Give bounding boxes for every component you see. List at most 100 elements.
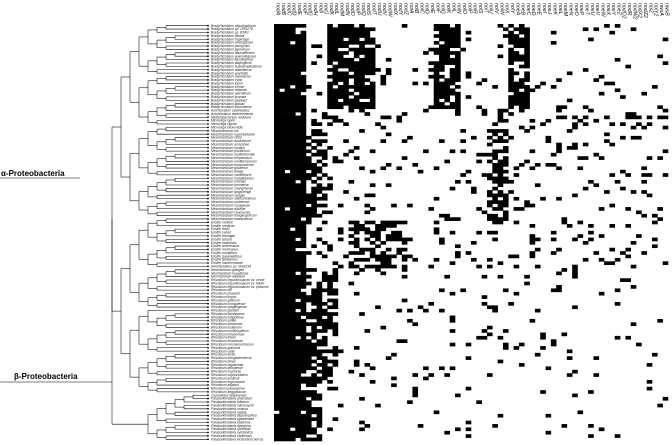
gene-present-cell bbox=[449, 74, 456, 79]
gene-present-cell bbox=[284, 274, 291, 279]
gene-present-cell bbox=[369, 169, 376, 174]
taxon-label: Ensifer numidicus bbox=[211, 251, 237, 255]
gene-present-cell bbox=[625, 278, 632, 282]
gene-present-cell bbox=[343, 152, 349, 157]
gene-present-cell bbox=[316, 281, 323, 286]
gene-present-cell bbox=[316, 122, 323, 127]
gene-present-cell bbox=[524, 47, 530, 52]
gene-present-cell bbox=[609, 203, 616, 208]
gene-present-cell bbox=[545, 366, 552, 371]
taxon-label: Bradyrhizobium lablabi bbox=[211, 102, 245, 106]
gene-present-cell bbox=[598, 234, 605, 238]
leaf-node bbox=[207, 106, 209, 108]
gene-present-cell bbox=[524, 274, 530, 279]
gene-present-cell bbox=[343, 30, 349, 35]
gene-present-cell bbox=[412, 386, 419, 391]
gene-present-cell bbox=[274, 115, 280, 120]
gene-present-cell bbox=[321, 288, 328, 293]
gene-present-cell bbox=[327, 68, 333, 72]
gene-present-cell bbox=[274, 305, 280, 310]
gene-present-cell bbox=[502, 27, 509, 32]
gene-present-cell bbox=[279, 37, 285, 42]
gene-present-cell bbox=[284, 264, 291, 269]
gene-present-cell bbox=[327, 359, 333, 364]
gene-present-cell bbox=[369, 47, 376, 52]
gene-present-cell bbox=[289, 146, 296, 150]
gene-present-cell bbox=[311, 335, 317, 340]
taxon-label: Azorhizobium caulinodans bbox=[210, 109, 250, 113]
gene-present-cell bbox=[289, 288, 296, 293]
gene-header: nodH bbox=[312, 3, 318, 16]
leaf-node bbox=[207, 75, 209, 78]
gene-present-cell bbox=[359, 64, 365, 69]
gene-present-cell bbox=[439, 101, 445, 106]
gene-present-cell bbox=[284, 115, 291, 120]
gene-present-cell bbox=[641, 173, 648, 177]
gene-present-cell bbox=[343, 24, 349, 28]
gene-present-cell bbox=[337, 71, 344, 76]
gene-present-cell bbox=[471, 240, 477, 245]
gene-header: nolX bbox=[504, 3, 510, 14]
leaf-node bbox=[207, 153, 209, 156]
gene-present-cell bbox=[439, 47, 445, 52]
gene-present-cell bbox=[598, 91, 605, 96]
gene-present-cell bbox=[465, 342, 472, 347]
gene-present-cell bbox=[348, 98, 355, 103]
gene-present-cell bbox=[385, 132, 392, 137]
gene-present-cell bbox=[524, 64, 530, 69]
gene-present-cell bbox=[428, 264, 435, 269]
gene-present-cell bbox=[316, 139, 323, 143]
gene-present-cell bbox=[433, 88, 440, 93]
gene-present-cell bbox=[295, 166, 301, 171]
taxon-label: Ensifer kostiensis bbox=[211, 241, 237, 245]
gene-present-cell bbox=[279, 98, 285, 103]
leaf-node bbox=[207, 292, 209, 295]
gene-present-cell bbox=[295, 74, 301, 79]
leaf-node bbox=[207, 34, 209, 37]
gene-present-cell bbox=[486, 213, 493, 218]
gene-present-cell bbox=[311, 193, 317, 198]
gene-present-cell bbox=[289, 312, 296, 316]
gene-present-cell bbox=[423, 308, 429, 313]
gene-present-cell bbox=[279, 51, 285, 55]
gene-present-cell bbox=[305, 163, 312, 167]
gene-present-cell bbox=[513, 27, 520, 32]
gene-present-cell bbox=[289, 159, 296, 164]
taxon-label: Sinorhizobium sp. NGR234 bbox=[211, 265, 251, 269]
taxon-label: Bradyrhizobium elkanii bbox=[211, 34, 244, 38]
gene-present-cell bbox=[348, 57, 355, 62]
gene-present-cell bbox=[284, 420, 291, 425]
gene-present-cell bbox=[295, 230, 301, 235]
taxon-label: Mesorhizobium metallidurans bbox=[211, 176, 254, 180]
gene-present-cell bbox=[428, 302, 435, 306]
gene-present-cell bbox=[300, 139, 307, 143]
gene-present-cell bbox=[289, 108, 296, 113]
gene-present-cell bbox=[300, 88, 307, 93]
gene-present-cell bbox=[391, 254, 397, 259]
gene-present-cell bbox=[337, 230, 344, 235]
gene-present-cell bbox=[332, 54, 339, 59]
gene-present-cell bbox=[300, 366, 307, 371]
gene-present-cell bbox=[455, 251, 461, 255]
gene-present-cell bbox=[321, 302, 328, 306]
gene-present-cell bbox=[545, 430, 552, 435]
gene-present-cell bbox=[300, 339, 307, 343]
gene-header: noeU bbox=[589, 3, 595, 16]
gene-present-cell bbox=[295, 403, 301, 408]
taxon-label: Rhizobium bangladeshense bbox=[211, 356, 252, 360]
taxon-label: Paraburkholderia phymatum bbox=[211, 397, 253, 401]
gene-header: nwsA bbox=[658, 3, 664, 16]
gene-present-cell bbox=[364, 37, 371, 42]
gene-present-cell bbox=[465, 251, 472, 255]
taxon-label: Rhizobium sophoriradicis bbox=[211, 373, 248, 377]
gene-present-cell bbox=[274, 200, 280, 204]
gene-present-cell bbox=[486, 142, 493, 147]
gene-present-cell bbox=[444, 274, 451, 279]
taxon-label: Rhizobium aegyptiacum bbox=[211, 390, 246, 394]
gene-present-cell bbox=[274, 322, 280, 327]
taxon-label: Mesorhizobium thiogangeticum bbox=[211, 214, 257, 218]
gene-present-cell bbox=[529, 118, 536, 123]
gene-present-cell bbox=[300, 105, 307, 110]
gene-present-cell bbox=[274, 332, 280, 337]
gene-header: nolE bbox=[429, 3, 435, 14]
